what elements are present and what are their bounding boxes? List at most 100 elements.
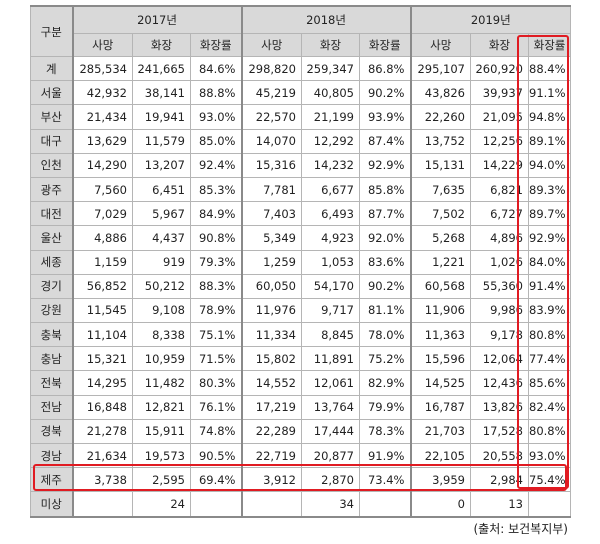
value-cell: 38,141 (132, 80, 191, 106)
value-cell: 88.3% (190, 273, 242, 299)
value-cell: 85.8% (359, 176, 411, 203)
value-cell: 80.3% (190, 370, 242, 396)
value-cell: 11,579 (132, 128, 191, 154)
value-cell: 4,886 (71, 225, 133, 251)
value-cell: 14,232 (301, 152, 360, 178)
value-cell: 13,826 (470, 394, 529, 420)
value-cell: 7,029 (71, 201, 133, 227)
value-cell: 90.2% (359, 80, 411, 106)
value-cell: 55,360 (470, 273, 529, 299)
value-cell: 15,596 (409, 346, 471, 372)
value-cell: 3,912 (240, 467, 302, 493)
value-cell: 24 (132, 491, 191, 518)
value-cell: 84.6% (190, 55, 242, 82)
value-cell: 69.4% (190, 467, 242, 493)
value-cell: 76.1% (190, 394, 242, 420)
value-cell: 93.9% (359, 104, 411, 130)
value-cell: 1,259 (240, 249, 302, 275)
value-cell: 15,802 (240, 346, 302, 372)
value-cell: 17,219 (240, 394, 302, 420)
value-cell: 6,677 (301, 176, 360, 203)
value-cell: 17,444 (301, 418, 360, 445)
value-cell: 1,026 (470, 249, 529, 275)
value-cell: 60,050 (240, 273, 302, 299)
value-cell: 89.7% (527, 201, 572, 227)
region-cell: 제주 (30, 467, 73, 493)
region-cell: 서울 (30, 80, 73, 106)
value-cell: 87.4% (359, 128, 411, 154)
value-cell: 7,560 (71, 176, 133, 203)
value-cell: 19,573 (132, 442, 191, 469)
value-cell: 93.0% (190, 104, 242, 130)
value-cell: 259,347 (301, 55, 360, 82)
value-cell: 919 (132, 249, 191, 275)
value-cell: 20,877 (301, 442, 360, 469)
subheader-deaths: 사망 (240, 33, 302, 57)
value-cell: 16,787 (409, 394, 471, 420)
value-cell: 11,906 (409, 297, 471, 324)
value-cell: 19,941 (132, 104, 191, 130)
value-cell: 6,727 (470, 201, 529, 227)
value-cell: 6,493 (301, 201, 360, 227)
value-cell: 20,558 (470, 442, 529, 469)
value-cell: 12,436 (470, 370, 529, 396)
value-cell: 80.8% (527, 322, 572, 348)
value-cell: 81.1% (359, 297, 411, 324)
value-cell: 3,959 (409, 467, 471, 493)
table-row: 울산 4,886 4,437 90.8% 5,349 4,923 92.0% 5,268 4,8… (30, 225, 572, 251)
table-row: 충북 11,104 8,338 75.1% 11,334 8,845 78.0% 11,363… (30, 322, 572, 348)
value-cell: 21,278 (71, 418, 133, 445)
table-row: 미상 24 34 0 13 (30, 491, 572, 518)
region-cell: 계 (30, 55, 73, 82)
value-cell: 11,104 (71, 322, 133, 348)
value-cell: 11,334 (240, 322, 302, 348)
value-cell: 43,826 (409, 80, 471, 106)
value-cell: 2,870 (301, 467, 360, 493)
table-body: 계 285,534 241,665 84.6% 298,820 259,347 86.8% 2… (30, 55, 572, 518)
value-cell: 60,568 (409, 273, 471, 299)
year-header-2018: 2018년 (240, 5, 411, 34)
value-cell: 11,363 (409, 322, 471, 348)
value-cell: 3,738 (71, 467, 133, 493)
value-cell: 71.5% (190, 346, 242, 372)
value-cell: 16,848 (71, 394, 133, 420)
value-cell: 77.4% (527, 346, 572, 372)
table-row: 대전 7,029 5,967 84.9% 7,403 6,493 87.7% 7,502 6,7… (30, 201, 572, 227)
table-row: 전북 14,295 11,482 80.3% 14,552 12,061 82.9% 14,5… (30, 370, 572, 396)
value-cell: 90.2% (359, 273, 411, 299)
value-cell: 6,451 (132, 176, 191, 203)
value-cell: 8,845 (301, 322, 360, 348)
value-cell: 13,752 (409, 128, 471, 154)
value-cell: 79.3% (190, 249, 242, 275)
value-cell: 39,937 (470, 80, 529, 106)
value-cell: 82.9% (359, 370, 411, 396)
value-cell: 21,199 (301, 104, 360, 130)
value-cell: 4,923 (301, 225, 360, 251)
value-cell: 22,719 (240, 442, 302, 469)
corner-header: 구분 (30, 5, 73, 57)
region-cell: 대구 (30, 128, 73, 154)
value-cell: 21,434 (71, 104, 133, 130)
region-cell: 충남 (30, 346, 73, 372)
table-row: 세종 1,159 919 79.3% 1,259 1,053 83.6% 1,221 1,026… (30, 249, 572, 275)
table-row: 계 285,534 241,665 84.6% 298,820 259,347 86.8% 2… (30, 55, 572, 82)
value-cell: 2,984 (470, 467, 529, 493)
table-row: 서울 42,932 38,141 88.8% 45,219 40,805 90.2% 43,8… (30, 80, 572, 106)
value-cell: 14,290 (71, 152, 133, 178)
value-cell: 34 (301, 491, 360, 518)
value-cell: 5,349 (240, 225, 302, 251)
value-cell: 83.6% (359, 249, 411, 275)
value-cell: 83.9% (527, 297, 572, 324)
value-cell: 11,482 (132, 370, 191, 396)
value-cell: 91.9% (359, 442, 411, 469)
table-row: 대구 13,629 11,579 85.0% 14,070 12,292 87.4% 13,7… (30, 128, 572, 154)
value-cell: 11,545 (71, 297, 133, 324)
value-cell: 82.4% (527, 394, 572, 420)
region-cell: 대전 (30, 201, 73, 227)
region-cell: 광주 (30, 176, 73, 203)
table-row: 충남 15,321 10,959 71.5% 15,802 11,891 75.2% 15,5… (30, 346, 572, 372)
table-row: 경기 56,852 50,212 88.3% 60,050 54,170 90.2% 60,5… (30, 273, 572, 299)
source-caption: (출처: 보건복지부) (473, 522, 568, 536)
region-cell: 경기 (30, 273, 73, 299)
value-cell: 42,932 (71, 80, 133, 106)
